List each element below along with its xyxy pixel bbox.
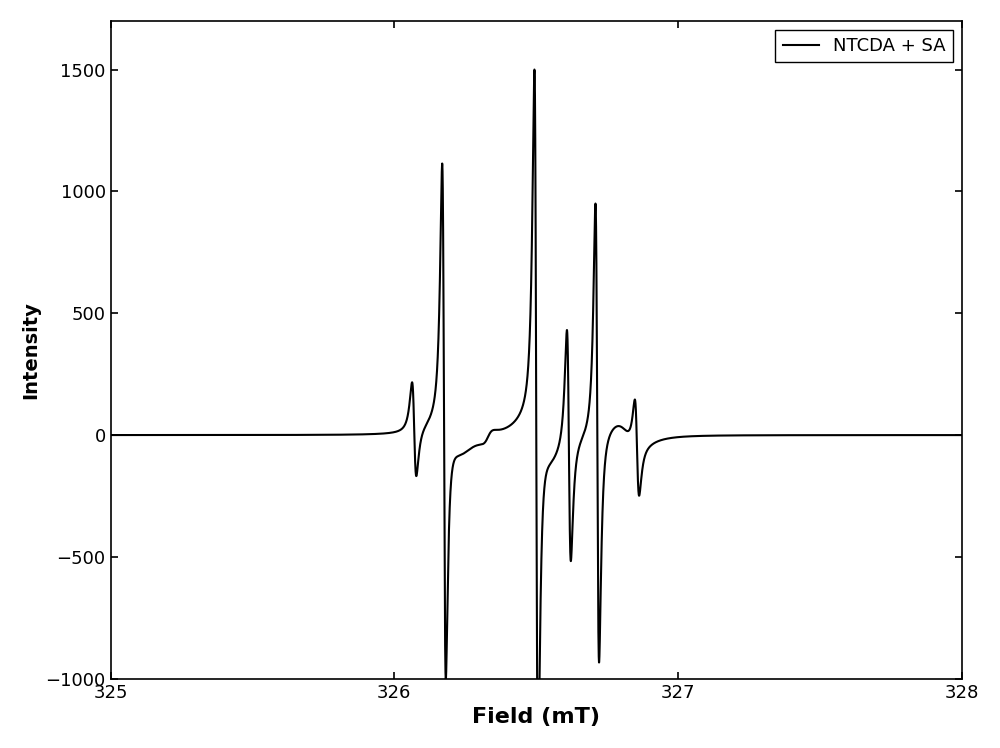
NTCDA + SA — [104, 431, 116, 440]
NTCDA + SA — [553, 440, 565, 449]
Y-axis label: Intensity: Intensity — [21, 301, 40, 399]
NTCDA + SA — [876, 431, 888, 440]
NTCDA + SA — [915, 431, 927, 440]
NTCDA + SA — [209, 431, 221, 440]
NTCDA + SA — [956, 431, 968, 440]
X-axis label: Field (mT): Field (mT) — [472, 707, 600, 727]
Legend: NTCDA + SA: NTCDA + SA — [775, 30, 953, 62]
NTCDA + SA — [124, 431, 136, 440]
NTCDA + SA — [647, 440, 659, 449]
Line: NTCDA + SA: NTCDA + SA — [110, 70, 962, 748]
NTCDA + SA — [528, 65, 540, 74]
